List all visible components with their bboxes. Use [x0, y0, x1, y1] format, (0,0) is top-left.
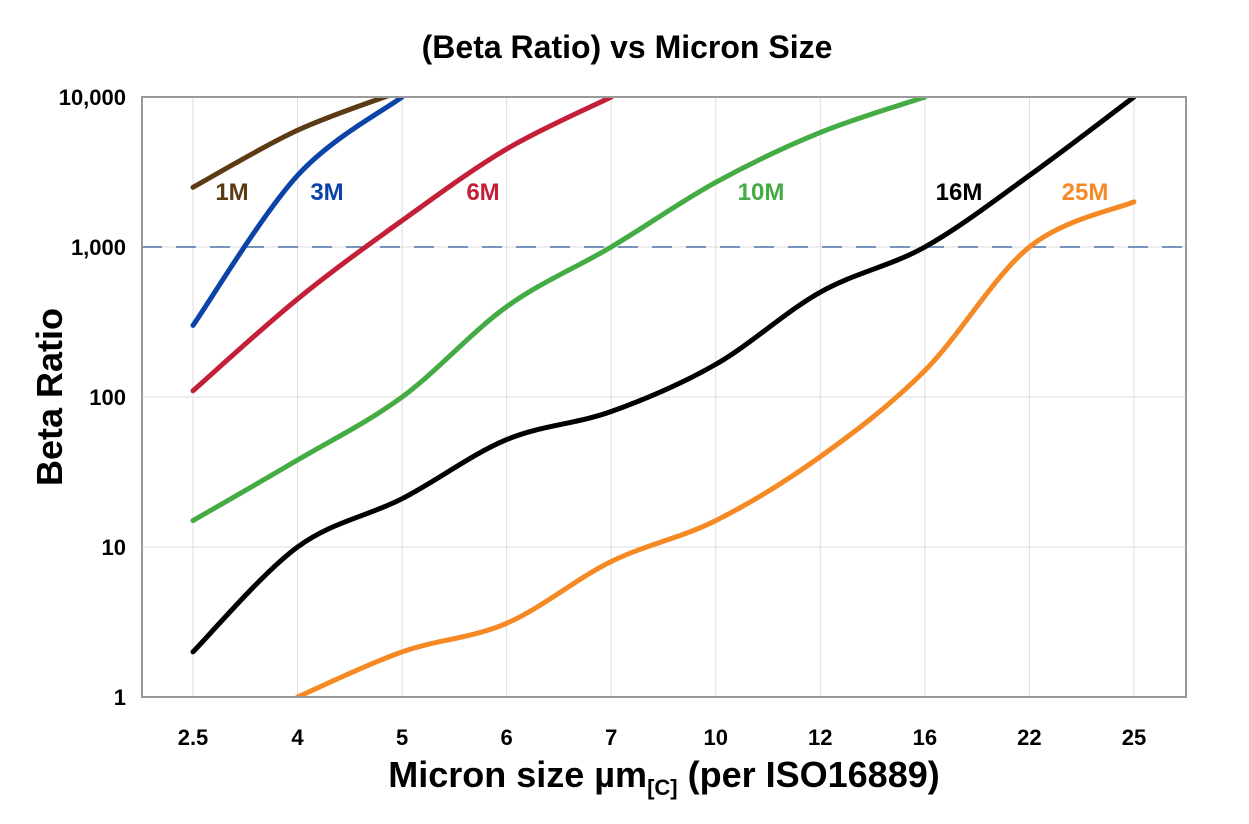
- x-axis-label-main: Micron size µm: [388, 754, 647, 795]
- y-axis-ticks: 1 10 100 1,000 10,000: [59, 85, 126, 710]
- x-tick-label: 2.5: [178, 725, 209, 750]
- y-tick-label: 1,000: [71, 235, 126, 260]
- series-label-3M: 3M: [310, 179, 343, 206]
- series-group: [190, 97, 1137, 697]
- x-tick-label: 5: [396, 725, 408, 750]
- x-axis-label-subscript: [C]: [647, 775, 678, 800]
- series-label-1M: 1M: [215, 179, 248, 206]
- y-tick-label: 1: [114, 685, 126, 710]
- series-line-25M: [295, 199, 1137, 697]
- x-tick-label: 22: [1017, 725, 1041, 750]
- series-label-10M: 10M: [738, 179, 785, 206]
- x-tick-label: 7: [605, 725, 617, 750]
- plot-frame: [141, 96, 1187, 698]
- series-label-6M: 6M: [466, 179, 499, 206]
- series-label-25M: 25M: [1062, 179, 1109, 206]
- x-axis-ticks: 2.5 4 5 6 7 10 12 16 22 25: [178, 725, 1146, 750]
- x-tick-label: 16: [913, 725, 937, 750]
- chart-title: (Beta Ratio) vs Micron Size: [422, 29, 833, 65]
- x-axis-label-suffix: (per ISO16889): [678, 754, 940, 795]
- series-labels: 1M 3M 6M 10M 16M 25M: [215, 179, 1108, 206]
- x-axis-label: Micron size µm[C] (per ISO16889): [388, 754, 939, 800]
- y-axis-label: Beta Ratio: [29, 308, 70, 486]
- series-line-6M: [190, 97, 614, 394]
- x-tick-label: 25: [1122, 725, 1146, 750]
- x-tick-label: 4: [291, 725, 304, 750]
- series-line-3M: [190, 97, 405, 328]
- y-tick-label: 10: [102, 535, 126, 560]
- y-tick-label: 100: [89, 385, 126, 410]
- x-tick-label: 10: [704, 725, 728, 750]
- x-tick-label: 6: [501, 725, 513, 750]
- series-label-16M: 16M: [936, 179, 983, 206]
- series-line-16M: [190, 97, 1137, 655]
- series-line-1M: [190, 97, 393, 190]
- y-tick-label: 10,000: [59, 85, 126, 110]
- grid: [142, 96, 1186, 698]
- x-tick-label: 12: [808, 725, 832, 750]
- series-line-10M: [190, 97, 928, 524]
